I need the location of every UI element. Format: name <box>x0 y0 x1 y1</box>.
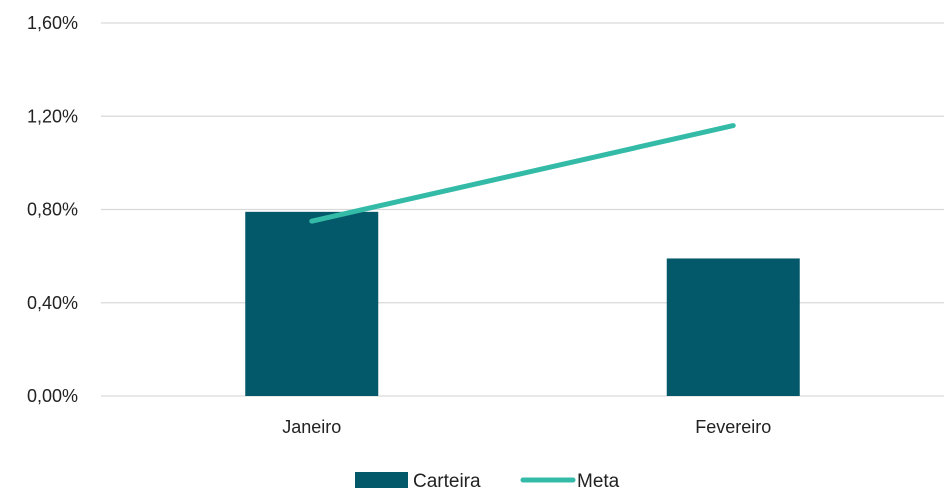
line-series <box>309 123 736 224</box>
legend-label: Carteira <box>413 471 481 491</box>
legend: Carteira Meta <box>355 471 620 491</box>
y-tick-label: 1,20% <box>27 106 78 126</box>
y-axis-tick-labels: 0,00% 0,40% 0,80% 1,20% 1,60% <box>27 13 78 406</box>
gridlines <box>101 22 944 397</box>
y-tick-label: 0,00% <box>27 386 78 406</box>
y-tick-label: 0,80% <box>27 200 78 220</box>
x-tick-label: Janeiro <box>282 417 341 437</box>
series-line <box>309 123 736 224</box>
bar <box>666 258 800 396</box>
y-tick-label: 0,40% <box>27 293 78 313</box>
legend-label: Meta <box>577 471 620 491</box>
x-tick-label: Fevereiro <box>695 417 771 437</box>
x-axis-tick-labels: Janeiro Fevereiro <box>282 417 771 437</box>
bar-series <box>245 211 800 396</box>
legend-swatch <box>355 472 408 488</box>
bar <box>245 211 379 396</box>
y-tick-label: 1,60% <box>27 13 78 33</box>
